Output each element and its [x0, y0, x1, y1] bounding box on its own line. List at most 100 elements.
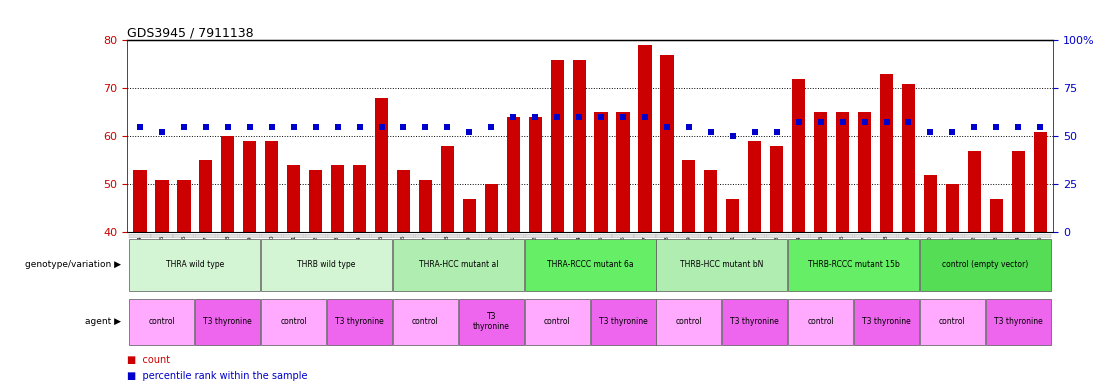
- Bar: [880, 74, 893, 232]
- Text: control: control: [413, 317, 439, 326]
- Bar: [722, 234, 743, 238]
- Point: [153, 128, 171, 134]
- Bar: [836, 112, 849, 232]
- Text: GSM721680: GSM721680: [708, 235, 714, 272]
- Text: GSM721678: GSM721678: [664, 235, 670, 273]
- Text: T3 thyronine: T3 thyronine: [335, 317, 384, 326]
- Text: GSM721668: GSM721668: [445, 235, 450, 272]
- Bar: [441, 146, 454, 232]
- Point: [548, 114, 566, 120]
- Point: [175, 124, 193, 130]
- Bar: [481, 234, 502, 238]
- Text: GSM721688: GSM721688: [884, 235, 889, 272]
- Bar: [678, 234, 699, 238]
- Text: GSM721666: GSM721666: [401, 235, 406, 272]
- Point: [987, 124, 1005, 130]
- Point: [417, 124, 435, 130]
- Bar: [328, 299, 392, 345]
- Bar: [814, 112, 827, 232]
- Text: T3 thyronine: T3 thyronine: [203, 317, 253, 326]
- Bar: [920, 234, 941, 238]
- Bar: [989, 199, 1003, 232]
- Point: [681, 124, 698, 130]
- Point: [1031, 124, 1049, 130]
- Bar: [265, 141, 278, 232]
- Bar: [415, 234, 436, 238]
- Bar: [525, 239, 655, 291]
- Bar: [770, 146, 783, 232]
- Bar: [222, 136, 235, 232]
- Bar: [924, 175, 938, 232]
- Bar: [902, 84, 915, 232]
- Point: [395, 124, 413, 130]
- Point: [526, 114, 544, 120]
- Bar: [572, 60, 586, 232]
- Bar: [397, 170, 410, 232]
- Text: THRA-RCCC mutant 6a: THRA-RCCC mutant 6a: [547, 260, 633, 270]
- Bar: [789, 239, 919, 291]
- Bar: [156, 179, 169, 232]
- Bar: [700, 234, 721, 238]
- Text: THRB-HCC mutant bN: THRB-HCC mutant bN: [681, 260, 763, 270]
- Bar: [525, 299, 590, 345]
- Text: control: control: [675, 317, 703, 326]
- Point: [240, 124, 258, 130]
- Text: GSM721689: GSM721689: [906, 235, 911, 273]
- Text: GSM721663: GSM721663: [335, 235, 340, 273]
- Bar: [393, 239, 524, 291]
- Text: ■  count: ■ count: [127, 355, 170, 365]
- Bar: [463, 199, 475, 232]
- Text: GSM721695: GSM721695: [1038, 235, 1042, 273]
- Text: THRB wild type: THRB wild type: [298, 260, 356, 270]
- Text: GSM721659: GSM721659: [247, 235, 253, 273]
- Bar: [129, 239, 260, 291]
- Bar: [261, 239, 392, 291]
- Bar: [876, 234, 897, 238]
- Text: control: control: [544, 317, 570, 326]
- Text: GSM721673: GSM721673: [555, 235, 559, 273]
- Bar: [898, 234, 919, 238]
- Text: ■  percentile rank within the sample: ■ percentile rank within the sample: [127, 371, 308, 381]
- Text: THRA wild type: THRA wild type: [165, 260, 224, 270]
- Point: [131, 124, 149, 130]
- Point: [812, 119, 829, 125]
- Bar: [550, 60, 564, 232]
- Bar: [349, 234, 371, 238]
- Bar: [789, 234, 810, 238]
- Bar: [661, 55, 674, 232]
- Bar: [328, 234, 349, 238]
- Text: GSM721672: GSM721672: [533, 235, 538, 273]
- Text: GSM721662: GSM721662: [313, 235, 318, 273]
- Bar: [133, 170, 147, 232]
- Bar: [595, 112, 608, 232]
- Text: control: control: [807, 317, 834, 326]
- Point: [702, 128, 719, 134]
- Point: [461, 128, 479, 134]
- Point: [351, 124, 368, 130]
- Text: THRB-RCCC mutant 15b: THRB-RCCC mutant 15b: [807, 260, 899, 270]
- Point: [373, 124, 390, 130]
- Bar: [612, 234, 633, 238]
- Text: GSM721655: GSM721655: [160, 235, 164, 272]
- Bar: [656, 239, 788, 291]
- Bar: [1034, 131, 1047, 232]
- Text: GSM721691: GSM721691: [950, 235, 955, 273]
- Bar: [945, 184, 959, 232]
- Text: THRA-HCC mutant al: THRA-HCC mutant al: [419, 260, 499, 270]
- Bar: [353, 165, 366, 232]
- Text: GSM721670: GSM721670: [489, 235, 494, 273]
- Point: [878, 119, 896, 125]
- Bar: [1011, 151, 1025, 232]
- Point: [197, 124, 215, 130]
- Bar: [306, 234, 326, 238]
- Text: GSM721660: GSM721660: [269, 235, 275, 272]
- Bar: [129, 299, 194, 345]
- Text: T3 thyronine: T3 thyronine: [994, 317, 1042, 326]
- Text: GSM721667: GSM721667: [422, 235, 428, 273]
- Bar: [789, 299, 853, 345]
- Point: [307, 124, 324, 130]
- Bar: [832, 234, 853, 238]
- Bar: [239, 234, 260, 238]
- Bar: [173, 234, 194, 238]
- Bar: [419, 179, 432, 232]
